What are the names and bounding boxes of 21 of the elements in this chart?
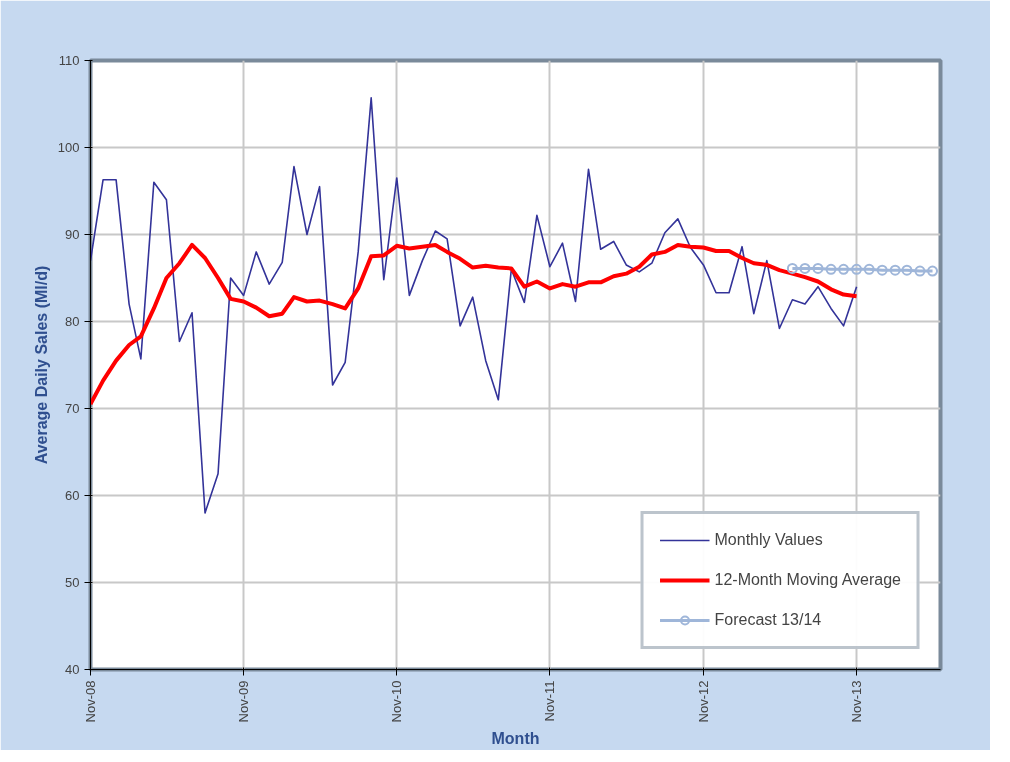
y-tick-label: 40	[65, 662, 80, 677]
x-axis-title: Month	[491, 730, 540, 748]
y-tick-label: 50	[65, 575, 80, 590]
y-tick-label: 90	[65, 227, 80, 242]
x-tick-label: Nov-09	[236, 680, 252, 723]
legend-label: Monthly Values	[714, 531, 823, 549]
x-tick-label: Nov-12	[695, 680, 711, 723]
y-axis-title: Average Daily Sales (Ml/d)	[32, 265, 50, 465]
x-tick-label: Nov-08	[83, 680, 98, 723]
y-tick-label: 70	[65, 401, 80, 416]
x-tick-label: Nov-10	[389, 680, 405, 723]
x-tick-label: Nov-11	[542, 680, 558, 722]
legend-label: 12-Month Moving Average	[714, 571, 901, 589]
y-tick-label: 60	[65, 488, 80, 503]
legend-label: Forecast 13/14	[714, 611, 822, 629]
x-tick-label: Nov-13	[849, 680, 865, 723]
y-tick-label: 110	[58, 53, 80, 68]
line-series	[90, 97, 858, 514]
y-tick-label: 80	[65, 314, 80, 329]
y-tick-label: 100	[57, 140, 80, 155]
line-series	[90, 242, 859, 407]
